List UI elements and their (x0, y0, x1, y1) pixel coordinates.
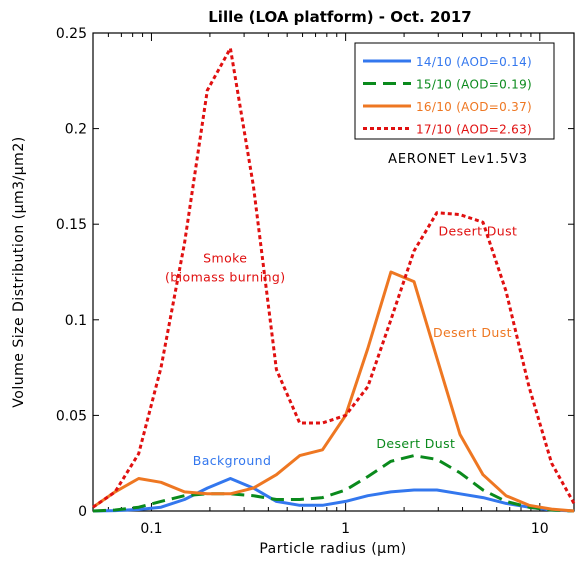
series-line-1 (92, 477, 575, 513)
x-tick-label: 0.1 (140, 521, 162, 537)
y-tick-label: 0 (78, 504, 87, 520)
annotations: Smoke (biomass burning) Desert Dust Desert … (165, 224, 517, 468)
y-tick-label: 0.05 (56, 408, 87, 424)
y-axis-label: Volume Size Distribution (µm3/µm2) (11, 136, 27, 407)
legend-label: 16/10 (AOD=0.37) (416, 100, 532, 114)
series-line-4 (92, 46, 576, 509)
annotation: Desert Dust (438, 224, 517, 239)
x-axis: 0.1 1 10 (92, 33, 549, 537)
legend-label: 15/10 (AOD=0.19) (416, 78, 532, 92)
y-tick-label: 0.2 (65, 122, 87, 138)
legend-label: 14/10 (AOD=0.14) (416, 55, 532, 69)
x-tick-label: 1 (341, 521, 350, 537)
y-axis: 0 0.05 0.1 0.15 0.2 0.25 (56, 26, 574, 520)
annotation: Background (193, 453, 272, 468)
series-line-2 (92, 454, 575, 513)
series-lines (92, 46, 576, 513)
x-axis-label: Particle radius (µm) (259, 541, 406, 557)
legend-label: 17/10 (AOD=2.63) (416, 123, 532, 137)
plot-frame (92, 32, 575, 512)
legend: 14/10 (AOD=0.14) 15/10 (AOD=0.19) 16/10 (A… (354, 42, 555, 140)
series-line-3 (92, 270, 575, 513)
y-tick-label: 0.1 (65, 313, 87, 329)
y-tick-label: 0.25 (56, 26, 87, 42)
x-tick-label: 10 (531, 521, 549, 537)
annotation: Desert Dust (433, 325, 512, 340)
source-label: AERONET Lev1.5V3 (388, 152, 528, 167)
y-tick-label: 0.15 (56, 217, 87, 233)
annotation: Desert Dust (376, 436, 455, 451)
annotation: (biomass burning) (165, 270, 285, 285)
annotation: Smoke (203, 250, 247, 265)
legend-box (354, 42, 555, 140)
chart-title: Lille (LOA platform) - Oct. 2017 (208, 8, 471, 26)
